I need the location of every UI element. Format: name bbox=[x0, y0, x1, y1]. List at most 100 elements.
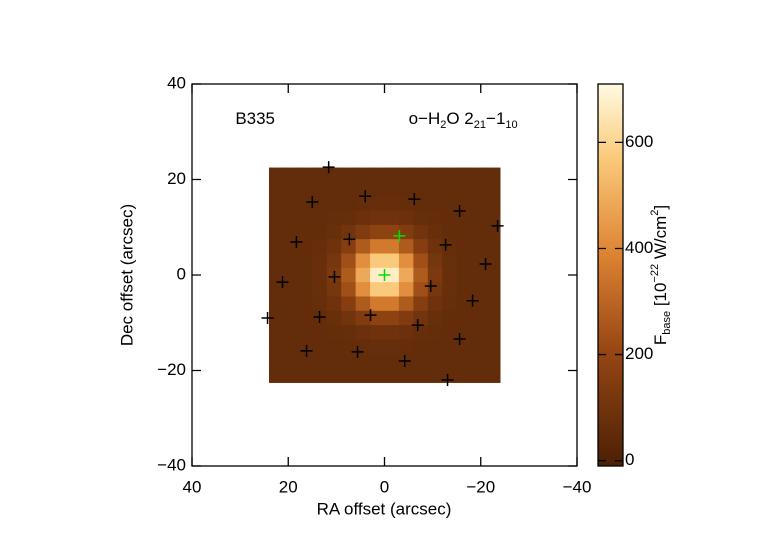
heatmap-cell bbox=[398, 196, 414, 212]
heatmap-cell bbox=[413, 181, 429, 197]
marker bbox=[364, 309, 377, 322]
heatmap-cell bbox=[370, 353, 385, 369]
heatmap-cell bbox=[312, 339, 328, 355]
heatmap-cell bbox=[297, 296, 313, 312]
heatmap-cell bbox=[297, 167, 313, 183]
marker bbox=[276, 276, 289, 289]
heatmap-cell bbox=[269, 368, 284, 383]
heatmap-cell bbox=[427, 224, 443, 240]
heatmap-cell bbox=[485, 325, 501, 340]
heatmap-cell bbox=[283, 253, 299, 269]
heatmap-cell bbox=[312, 224, 328, 240]
heatmap-cell bbox=[370, 267, 385, 283]
heatmap-cell bbox=[297, 210, 313, 226]
heatmap-cell bbox=[341, 224, 357, 240]
heatmap-cell bbox=[471, 310, 487, 326]
heatmap-cell bbox=[370, 310, 385, 326]
heatmap-cell bbox=[485, 296, 501, 312]
heatmap-cell bbox=[283, 239, 299, 255]
y-tick-label: −40 bbox=[157, 455, 186, 474]
heatmap-cell bbox=[413, 310, 429, 326]
heatmap-cell bbox=[485, 339, 501, 355]
colorbar-label-part: −22 bbox=[649, 264, 661, 283]
x-tick-label: 0 bbox=[380, 477, 389, 496]
heatmap-cell bbox=[471, 167, 487, 183]
heatmap-cell bbox=[398, 239, 414, 255]
annotation-part: o−H bbox=[409, 109, 441, 128]
heatmap-cell bbox=[384, 224, 400, 240]
marker bbox=[439, 238, 452, 251]
heatmap-cell bbox=[413, 325, 429, 340]
heatmap-cell bbox=[269, 339, 284, 355]
heatmap-cell bbox=[355, 339, 371, 355]
heatmap-cell bbox=[398, 310, 414, 326]
heatmap-cell bbox=[326, 196, 342, 212]
heatmap-cell bbox=[326, 282, 342, 297]
heatmap-cell bbox=[471, 196, 487, 212]
heatmap-cell bbox=[413, 167, 429, 183]
heatmap-cell bbox=[442, 368, 458, 383]
heatmap-cell bbox=[370, 167, 385, 183]
heatmap-cell bbox=[283, 339, 299, 355]
heatmap-cell bbox=[471, 239, 487, 255]
heatmap-cell bbox=[427, 253, 443, 269]
heatmap-cell bbox=[269, 296, 284, 312]
heatmap-cell bbox=[442, 239, 458, 255]
marker bbox=[479, 258, 492, 271]
heatmap-cell bbox=[398, 181, 414, 197]
x-tick-label: 20 bbox=[279, 477, 298, 496]
x-tick-label: −20 bbox=[466, 477, 495, 496]
heatmap-cell bbox=[485, 196, 501, 212]
heatmap-cell bbox=[312, 167, 328, 183]
colorbar-tick-label: 200 bbox=[625, 344, 653, 363]
heatmap-cell bbox=[355, 296, 371, 312]
heatmap-cell bbox=[312, 253, 328, 269]
heatmap-cell bbox=[312, 282, 328, 297]
marker bbox=[466, 294, 479, 307]
heatmap-cell bbox=[283, 181, 299, 197]
heatmap-cell bbox=[341, 253, 357, 269]
colorbar-label-part: W/cm bbox=[651, 216, 670, 264]
heatmap-cell bbox=[269, 310, 284, 326]
heatmap-cell bbox=[269, 224, 284, 240]
heatmap-cell bbox=[297, 310, 313, 326]
heatmap-cell bbox=[384, 167, 400, 183]
heatmap-cell bbox=[297, 282, 313, 297]
marker bbox=[378, 269, 391, 281]
heatmap-cell bbox=[427, 167, 443, 183]
heatmap-cell bbox=[384, 210, 400, 226]
heatmap-cell bbox=[413, 282, 429, 297]
heatmap-cell bbox=[283, 282, 299, 297]
heatmap-cell bbox=[269, 196, 284, 212]
heatmap-cell bbox=[370, 368, 385, 383]
heatmap-cell bbox=[384, 282, 400, 297]
heatmap-cell bbox=[384, 181, 400, 197]
heatmap-cell bbox=[355, 368, 371, 383]
colorbar-tick-label: 400 bbox=[625, 238, 653, 257]
marker bbox=[343, 233, 356, 246]
colorbar-label-part: 2 bbox=[649, 210, 661, 216]
x-tick-label: 40 bbox=[183, 477, 202, 496]
heatmap-cell bbox=[326, 210, 342, 226]
heatmap-cell bbox=[269, 167, 284, 183]
heatmap-cell bbox=[384, 239, 400, 255]
marker bbox=[351, 345, 364, 358]
annotation-part: 21 bbox=[474, 119, 486, 131]
marker bbox=[441, 374, 454, 387]
heatmap-cell bbox=[456, 282, 472, 297]
heatmap-cell bbox=[471, 353, 487, 369]
heatmap-cell bbox=[312, 325, 328, 340]
heatmap-cell bbox=[471, 181, 487, 197]
heatmap-cell bbox=[355, 196, 371, 212]
heatmap-cell bbox=[326, 310, 342, 326]
heatmap-cell bbox=[384, 310, 400, 326]
heatmap-cell bbox=[341, 310, 357, 326]
marker bbox=[453, 205, 466, 218]
heatmap-cell bbox=[312, 368, 328, 383]
annotation-part: 2 bbox=[440, 119, 446, 131]
heatmap-cell bbox=[297, 196, 313, 212]
heatmap-cell bbox=[456, 239, 472, 255]
heatmap-cell bbox=[341, 267, 357, 283]
heatmap-cell bbox=[398, 210, 414, 226]
heatmap-cell bbox=[326, 296, 342, 312]
